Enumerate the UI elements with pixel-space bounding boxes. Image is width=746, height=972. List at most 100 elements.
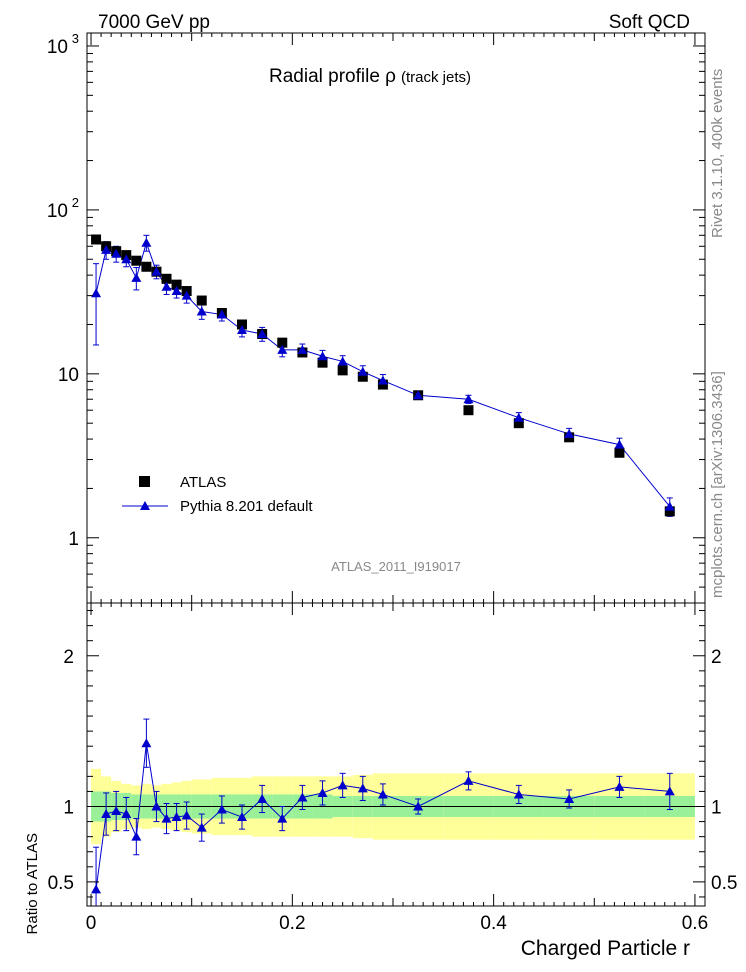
rivet-label: Rivet 3.1.10, 400k events	[709, 69, 726, 238]
pythia-point	[297, 344, 308, 354]
ratio-point	[151, 801, 162, 811]
ratio-point	[216, 804, 227, 814]
ratio-y-tick-label-right: 1	[711, 798, 722, 819]
pythia-point	[614, 439, 625, 449]
pythia-point	[101, 244, 112, 254]
atlas-point	[513, 418, 524, 429]
main-y-tick-label: 10	[47, 37, 68, 58]
x-tick-label: 0.6	[682, 913, 708, 934]
pythia-point	[664, 501, 675, 511]
pythia-point	[277, 344, 288, 354]
ratio-point	[297, 792, 308, 802]
pythia-point	[216, 309, 227, 319]
atlas-point	[171, 279, 182, 290]
ratio-point	[463, 775, 474, 785]
pythia-point	[513, 412, 524, 422]
ratio-point	[91, 884, 102, 894]
ratio-point	[181, 810, 192, 820]
plot-title: Radial profile ρ	[269, 66, 396, 87]
pythia-point	[357, 366, 368, 376]
ratio-point	[564, 793, 575, 803]
ratio-point	[237, 812, 248, 822]
pythia-point	[181, 290, 192, 300]
x-axis-label: Charged Particle r	[521, 937, 690, 960]
ratio-y-tick-label: 0.5	[48, 873, 74, 894]
pythia-point	[161, 281, 172, 291]
ratio-point	[317, 787, 328, 797]
analysis-watermark: ATLAS_2011_I919017	[331, 559, 461, 574]
main-frame	[86, 32, 706, 604]
ratio-point	[121, 809, 132, 819]
atlas-point	[131, 255, 142, 266]
ratio-y-tick-label: 2	[63, 647, 74, 668]
main-series-layer	[91, 234, 675, 517]
pythia-point	[337, 356, 348, 366]
pythia-point	[377, 375, 388, 385]
atlas-point	[463, 405, 474, 416]
ratio-point	[131, 831, 142, 841]
ratio-point	[357, 783, 368, 793]
atlas-point	[237, 319, 248, 330]
atlas-point	[277, 337, 288, 348]
atlas-point	[317, 357, 328, 368]
mcplots-label: mcplots.cern.ch [arXiv:1306.3436]	[709, 371, 726, 598]
pythia-point	[196, 306, 207, 316]
pythia-point	[171, 286, 182, 296]
x-tick-label: 0.4	[480, 913, 507, 934]
header-right: Soft QCD	[609, 12, 690, 33]
ratio-point	[413, 801, 424, 811]
main-y-tick-label: 1	[68, 529, 79, 550]
ratio-y-tick-label: 1	[63, 798, 74, 819]
ratio-point	[337, 780, 348, 790]
ratio-point	[111, 806, 122, 816]
ratio-frame	[86, 602, 706, 907]
ratio-point	[141, 738, 152, 748]
pythia-point	[463, 394, 474, 404]
main-y-tick-exponent: 2	[72, 195, 79, 210]
ratio-point	[101, 809, 112, 819]
main-y-tick-exponent: 3	[72, 31, 79, 46]
pythia-point	[564, 428, 575, 438]
x-tick-label: 0	[86, 913, 97, 934]
atlas-point	[196, 295, 207, 306]
header-left: 7000 GeV pp	[98, 12, 210, 33]
legend: ATLAS Pythia 8.201 default	[122, 474, 313, 515]
ratio-y-tick-label-right: 2	[711, 647, 722, 668]
atlas-point	[91, 234, 102, 245]
ratio-point	[614, 781, 625, 791]
atlas-point	[141, 261, 152, 272]
atlas-point	[377, 379, 388, 390]
pythia-point	[237, 325, 248, 335]
atlas-point	[357, 371, 368, 382]
pythia-point	[317, 351, 328, 361]
ratio-series-layer	[87, 718, 705, 907]
ratio-point	[161, 813, 172, 823]
pythia-point	[111, 248, 122, 258]
ratio-point	[257, 793, 268, 803]
ratio-line	[95, 743, 670, 890]
ratio-point	[513, 789, 524, 799]
ratio-point	[277, 813, 288, 823]
pythia-point	[131, 272, 142, 282]
legend-atlas-marker	[139, 476, 150, 487]
main-y-tick-label: 10	[47, 201, 68, 222]
pythia-point	[121, 254, 132, 264]
plot-title-suffix: (track jets)	[401, 69, 471, 86]
ratio-axis-label: Ratio to ATLAS	[24, 833, 41, 934]
pythia-point	[257, 328, 268, 338]
pythia-point	[151, 266, 162, 276]
ratio-point	[664, 786, 675, 796]
ratio-y-tick-label-right: 0.5	[711, 873, 737, 894]
ratio-point	[377, 789, 388, 799]
legend-atlas-label: ATLAS	[180, 474, 226, 491]
legend-pythia-marker	[140, 501, 150, 510]
main-y-tick-label: 10	[58, 365, 79, 386]
ratio-point	[171, 812, 182, 822]
pythia-point	[413, 390, 424, 400]
atlas-point	[161, 273, 172, 284]
ratio-point	[196, 822, 207, 832]
pythia-point	[91, 288, 102, 298]
pythia-line	[95, 241, 671, 507]
